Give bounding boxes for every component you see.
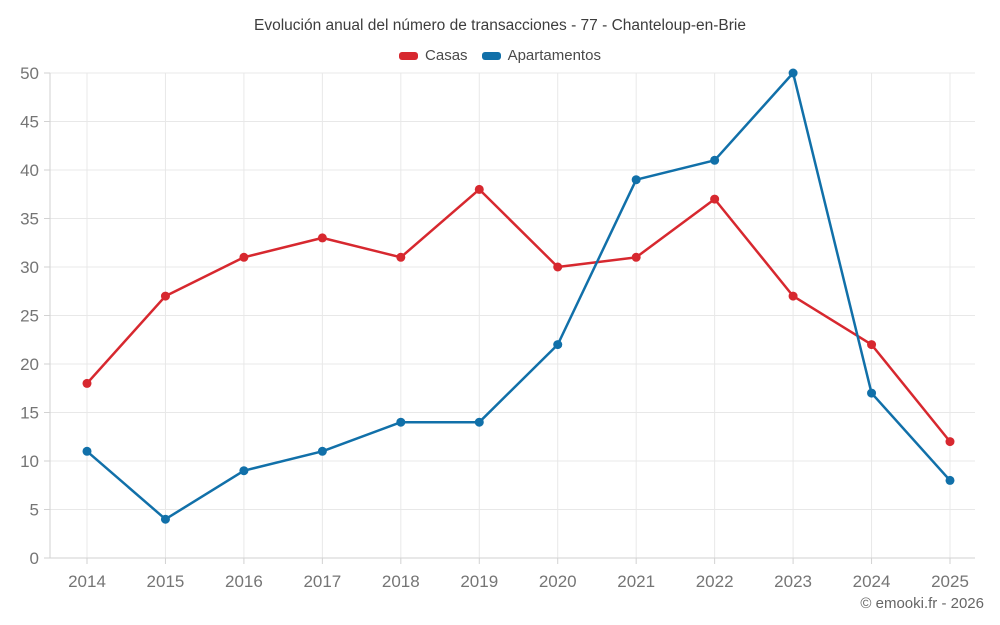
data-point-apartamentos-2021[interactable] bbox=[631, 175, 641, 185]
legend-swatch-apartamentos bbox=[481, 51, 501, 60]
legend-label-apartamentos: Apartamentos bbox=[507, 47, 601, 64]
x-tick-label: 2015 bbox=[147, 572, 185, 590]
data-point-casas-2017[interactable] bbox=[317, 233, 327, 243]
data-point-casas-2020[interactable] bbox=[553, 262, 563, 272]
data-point-casas-2014[interactable] bbox=[82, 378, 92, 388]
series-line-apartamentos bbox=[85, 71, 952, 521]
y-tick-label: 20 bbox=[20, 355, 39, 374]
legend: Casas Apartamentos bbox=[0, 47, 1000, 64]
y-tick-label: 30 bbox=[20, 258, 39, 277]
x-tick-label: 2014 bbox=[68, 572, 106, 590]
copyright: © emooki.fr - 2026 bbox=[860, 595, 984, 612]
series-line-casas bbox=[85, 188, 952, 443]
data-point-apartamentos-2015[interactable] bbox=[160, 514, 170, 524]
x-tick-label: 2023 bbox=[774, 572, 812, 590]
data-point-apartamentos-2014[interactable] bbox=[82, 446, 92, 456]
x-tick-label: 2017 bbox=[303, 572, 341, 590]
y-tick-label: 0 bbox=[30, 549, 39, 568]
y-tick-label: 45 bbox=[20, 113, 39, 132]
data-point-apartamentos-2019[interactable] bbox=[474, 417, 484, 427]
data-point-apartamentos-2016[interactable] bbox=[239, 466, 249, 476]
legend-swatch-casas bbox=[399, 51, 419, 60]
data-point-casas-2024[interactable] bbox=[867, 340, 877, 350]
data-point-casas-2015[interactable] bbox=[160, 291, 170, 301]
x-tick-label: 2022 bbox=[696, 572, 734, 590]
chart-title: Evolución anual del número de transaccio… bbox=[254, 17, 746, 34]
legend-item-apartamentos[interactable]: Apartamentos bbox=[481, 47, 601, 64]
data-point-casas-2022[interactable] bbox=[710, 194, 720, 204]
y-tick-label: 50 bbox=[20, 65, 39, 83]
y-tick-label: 35 bbox=[20, 210, 39, 229]
y-tick-label: 10 bbox=[20, 452, 39, 471]
data-point-casas-2025[interactable] bbox=[945, 437, 955, 447]
data-point-apartamentos-2017[interactable] bbox=[317, 446, 327, 456]
data-point-casas-2018[interactable] bbox=[396, 252, 406, 262]
legend-label-casas: Casas bbox=[425, 47, 468, 64]
y-tick-label: 15 bbox=[20, 404, 39, 423]
x-tick-label: 2016 bbox=[225, 572, 263, 590]
data-point-apartamentos-2025[interactable] bbox=[945, 475, 955, 485]
x-tick-label: 2019 bbox=[460, 572, 498, 590]
data-point-casas-2019[interactable] bbox=[474, 184, 484, 194]
legend-item-casas[interactable]: Casas bbox=[399, 47, 468, 64]
data-point-apartamentos-2023[interactable] bbox=[788, 68, 798, 78]
data-point-apartamentos-2024[interactable] bbox=[867, 388, 877, 398]
data-point-casas-2023[interactable] bbox=[788, 291, 798, 301]
x-tick-label: 2024 bbox=[853, 572, 891, 590]
y-tick-label: 5 bbox=[30, 501, 39, 520]
x-tick-label: 2020 bbox=[539, 572, 577, 590]
x-tick-label: 2021 bbox=[617, 572, 655, 590]
x-tick-label: 2018 bbox=[382, 572, 420, 590]
data-point-apartamentos-2020[interactable] bbox=[553, 340, 563, 350]
data-point-apartamentos-2018[interactable] bbox=[396, 417, 406, 427]
y-tick-label: 40 bbox=[20, 161, 39, 180]
data-point-casas-2016[interactable] bbox=[239, 252, 249, 262]
data-point-apartamentos-2022[interactable] bbox=[710, 155, 720, 165]
x-tick-label: 2025 bbox=[931, 572, 969, 590]
data-point-casas-2021[interactable] bbox=[631, 252, 641, 262]
y-tick-label: 25 bbox=[20, 307, 39, 326]
